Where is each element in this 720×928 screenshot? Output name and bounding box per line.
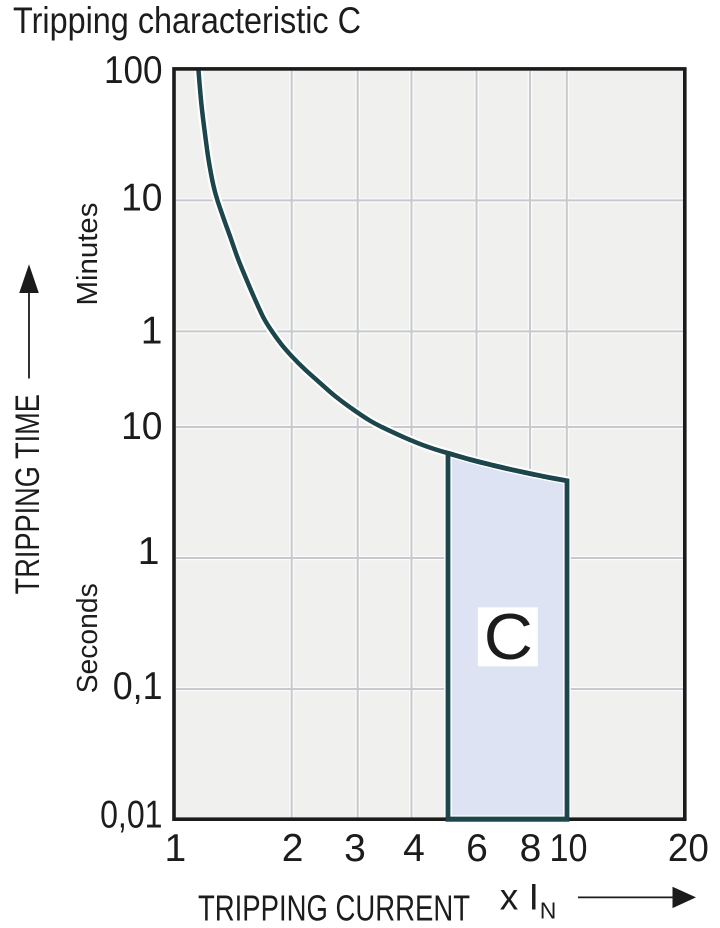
svg-text:0,01: 0,01 [100,794,162,837]
svg-text:20: 20 [668,827,709,870]
svg-text:8: 8 [520,827,542,870]
svg-text:Minutes: Minutes [72,203,104,306]
svg-text:x I: x I [500,877,539,918]
svg-text:10: 10 [121,405,162,448]
svg-text:3: 3 [344,827,366,870]
svg-text:Tripping characteristic C: Tripping characteristic C [13,0,361,41]
svg-text:6: 6 [466,827,488,870]
svg-text:4: 4 [403,827,425,870]
svg-text:TRIPPING TIME: TRIPPING TIME [9,394,47,594]
svg-text:100: 100 [104,49,163,92]
svg-text:N: N [540,898,557,924]
svg-text:10: 10 [550,827,588,870]
svg-text:0,1: 0,1 [113,665,163,708]
svg-text:1: 1 [164,827,186,870]
svg-text:1: 1 [138,530,160,573]
svg-text:10: 10 [121,177,162,220]
svg-text:1: 1 [141,310,163,353]
svg-text:TRIPPING CURRENT: TRIPPING CURRENT [198,887,470,928]
svg-text:Seconds: Seconds [72,583,104,693]
svg-text:2: 2 [282,827,304,870]
svg-text:C: C [484,601,533,673]
